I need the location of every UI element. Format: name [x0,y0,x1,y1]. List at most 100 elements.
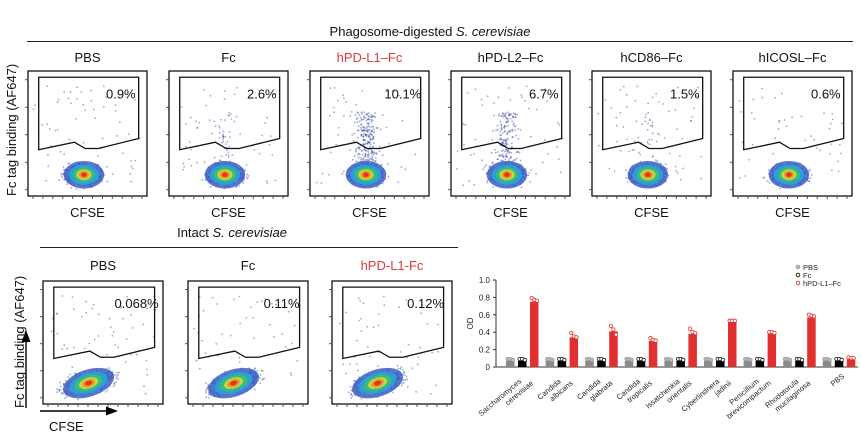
bar-hpdl1 [530,301,539,367]
plot-frame [187,280,309,405]
gate-polygon[interactable] [743,76,845,151]
data-point [510,357,515,363]
bar-hpdl1 [688,333,697,367]
panel-label: hPD-L2–Fc [477,50,544,65]
bottom-title-prefix: Intact [177,225,213,240]
bar-hpdl1 [807,317,816,367]
data-point [693,330,698,336]
gate-polygon[interactable] [38,76,140,151]
flow-plot: 10.1% [307,70,430,199]
x-tick-label: Rhodotorulamucilaginosa [763,371,813,417]
density-contour [363,172,369,177]
plot-frame [42,280,164,405]
x-axis-arrow-icon [40,406,118,416]
gate-polygon[interactable] [179,76,281,151]
data-point [760,357,765,363]
gate-polygon[interactable] [320,76,422,151]
data-point [574,335,579,340]
legend-marker-icon [795,280,801,286]
data-point [562,357,567,363]
y-tick-label: 0.2 [479,346,491,355]
bar-fc [755,360,765,367]
top-y-axis-label: Fc tag binding (AF647) [4,63,19,196]
legend-label: PBS [803,263,818,272]
top-section-divider [27,41,853,43]
x-axis-label-cfse: CFSE [493,205,528,220]
data-point [827,357,832,363]
panel-label: Fc [221,50,236,65]
gate-polygon[interactable] [602,76,704,151]
bottom-x-axis-label: CFSE [49,419,84,434]
density-contour [230,380,238,386]
bar-fc [716,360,725,367]
data-point [681,357,686,363]
data-point [589,357,595,363]
gate-percentage: 0.12% [407,296,444,311]
bar-hpdl1 [648,340,658,367]
top-section-title: Phagosome-digested S. cerevisiae [330,24,531,39]
plot-frame [732,70,853,197]
flow-plot: 0.11% [185,280,309,407]
bar-pbs [624,360,634,367]
gate-percentage: 0.9% [106,87,136,102]
panel-label: PBS [89,258,117,273]
gate-polygon[interactable] [461,76,563,151]
x-tick-label: Candidaalbicans [536,371,575,408]
data-point [708,357,713,363]
legend-marker-icon [795,272,801,278]
x-axis-label-cfse: CFSE [634,205,669,220]
data-point [787,357,793,363]
density-contour [645,172,651,177]
flow-plot: 0.068% [40,280,164,407]
data-point [653,338,658,343]
x-axis-label-cfse: CFSE [70,205,105,220]
gate-polygon[interactable] [342,286,445,360]
top-title-italic: S. cerevisiae [456,24,531,39]
gate-polygon[interactable] [198,286,301,360]
legend-marker-icon [795,264,801,270]
data-point [534,298,539,303]
gate-percentage: 6.7% [529,87,559,102]
data-point [641,357,646,363]
gate-percentage: 2.6% [247,87,277,102]
data-point [629,357,634,363]
panel-label: Fc [240,258,256,273]
flow-plot: 0.12% [329,280,453,407]
data-point [720,357,725,363]
plot-frame [331,280,453,405]
y-axis-label: OD [466,317,475,329]
data-point [601,357,607,363]
data-point [811,314,817,319]
y-tick-label: 0 [486,363,491,372]
gate-percentage: 0.11% [264,296,300,311]
bottom-section-title: Intact S. cerevisiae [177,225,287,240]
bar-hpdl1 [728,321,737,367]
x-tick-label: Saccharomycescerevisiae [476,372,535,425]
data-point [851,356,856,361]
x-tick-label: PBS [829,372,846,389]
bar-hpdl1 [767,333,777,367]
density-contour [85,380,93,386]
gate-percentage: 0.6% [811,87,841,102]
x-axis-label-cfse: CFSE [352,205,387,220]
data-point [772,330,777,336]
top-title-prefix: Phagosome-digested [329,24,457,39]
panel-label: hPD-L1-Fc [360,258,424,273]
data-point [687,326,693,331]
panel-label: hPD-L1–Fc [336,50,403,65]
gate-percentage: 10.1% [384,87,421,102]
plot-frame [27,70,148,197]
flow-plot: 2.6% [166,70,289,199]
bar-pbs [822,360,832,367]
flow-plot: 6.7% [448,70,571,199]
y-tick-label: 0.4 [479,328,491,337]
gate-percentage: 1.5% [670,87,700,102]
plot-frame [591,70,712,197]
y-tick-label: 0.8 [479,293,491,302]
bar-hpdl1 [569,337,579,367]
bar-fc [676,360,685,367]
data-point [550,357,555,363]
gate-polygon[interactable] [53,286,156,360]
data-point [608,323,613,329]
